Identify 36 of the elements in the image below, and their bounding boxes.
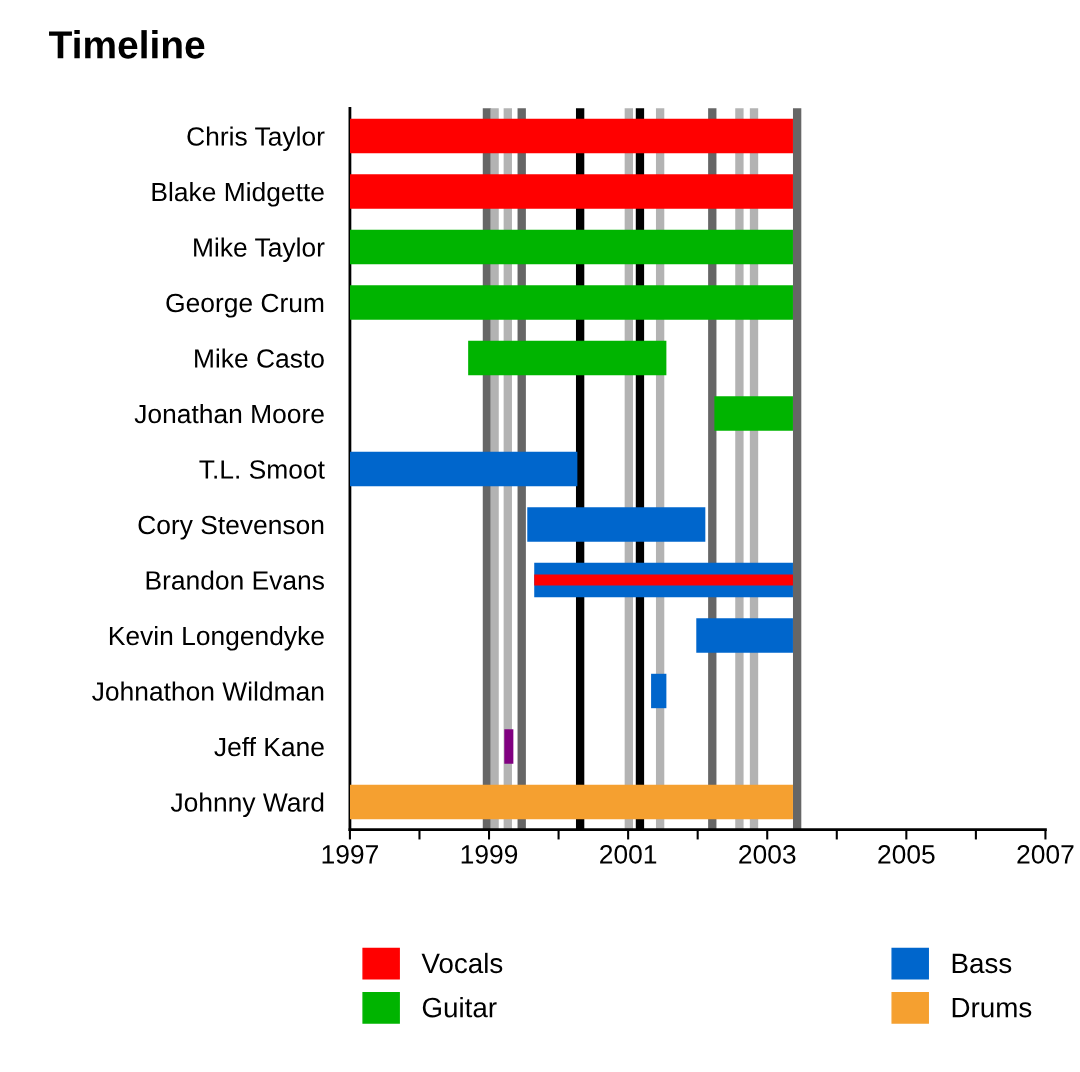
y-tick-label: Chris Taylor [187, 126, 325, 152]
y-tick-label: T.L. Smoot [199, 460, 325, 479]
legend-label: Guitar [422, 997, 497, 1018]
bar [504, 729, 514, 764]
y-tick-label: Mike Taylor [194, 237, 325, 263]
bar [714, 396, 793, 431]
y-tick-label: Johnny Ward [170, 792, 324, 818]
x-tick-label: 2005 [878, 845, 935, 864]
y-tick-label: Brandon Evans [146, 570, 324, 590]
bar [527, 507, 706, 542]
chart-title: Timeline [49, 30, 205, 59]
bar [349, 229, 793, 265]
y-tick-label: Johnathon Wildman [92, 681, 324, 701]
bar [349, 285, 793, 320]
legend-label: Bass [952, 953, 1012, 974]
y-tick-label: Kevin Longendyke [109, 625, 324, 651]
bar [349, 784, 793, 820]
x-tick-label: 2003 [739, 845, 796, 864]
x-tick-label: 1999 [461, 845, 518, 864]
y-tick-label: Jonathan Moore [134, 403, 324, 424]
y-tick-label: Blake Midgette [152, 181, 324, 207]
x-tick-label: 1997 [322, 845, 378, 864]
y-tick-label: George Crum [166, 293, 324, 318]
bar [651, 673, 667, 709]
y-tick-label: Cory Stevenson [138, 515, 324, 540]
bar [468, 340, 667, 376]
bar [349, 118, 793, 154]
x-tick-label: 2007 [1017, 845, 1074, 864]
legend-label: Vocals [421, 952, 503, 974]
legend-label: Drums [952, 998, 1032, 1018]
y-tick-label: Jeff Kane [214, 736, 324, 757]
bar [349, 451, 578, 487]
y-tick-label: Mike Casto [195, 348, 324, 368]
bar [696, 618, 793, 653]
x-tick-label: 2001 [600, 845, 657, 864]
bar [349, 174, 793, 209]
